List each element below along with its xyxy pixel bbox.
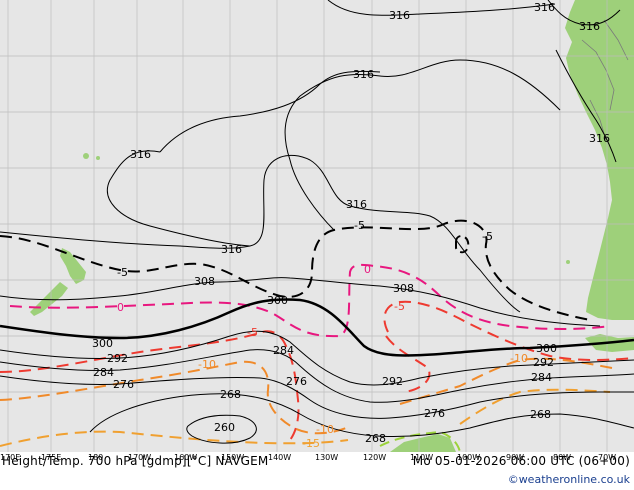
lon-tick-label: 180 (88, 453, 103, 462)
height-labels: 316 316 316 316 316 316 316 316 308 308 … (92, 1, 610, 445)
height-label: 260 (214, 421, 235, 434)
height-label: 316 (353, 68, 374, 81)
credit-link[interactable]: ©weatheronline.co.uk (507, 473, 630, 486)
sea-background (0, 0, 634, 452)
temperature-contours (0, 219, 634, 453)
height-label: 316 (389, 9, 410, 22)
temp-contour-neg5 (0, 219, 591, 321)
lon-tick-label: 170E (0, 453, 20, 462)
height-contour-260 (186, 414, 257, 444)
height-label: 284 (531, 371, 552, 384)
temp-contour-pos20 (379, 430, 461, 453)
temp-label: 0 (117, 301, 124, 314)
height-contour-316-middle (0, 59, 561, 313)
height-label: 276 (113, 378, 134, 391)
height-label: 292 (533, 356, 554, 369)
lon-tick-label: 80W (553, 453, 571, 462)
height-label: 268 (530, 408, 551, 421)
lon-tick-label: 100W (457, 453, 480, 462)
height-label: 308 (393, 282, 414, 295)
height-label: 268 (365, 432, 386, 445)
height-contour-276 (0, 375, 634, 419)
lon-tick-label: 170W (128, 453, 151, 462)
height-label: 268 (220, 388, 241, 401)
temperature-labels: -5 -5 -5 0 0 -5 -5 -10 -10 -10 -15 (117, 219, 528, 450)
height-label: 300 (536, 342, 557, 355)
height-label: 276 (424, 407, 445, 420)
temp-label: -5 (354, 219, 365, 232)
valid-time: Mo 05-01-2026 06:00 UTC (06+00) (412, 454, 630, 468)
height-contour-300 (0, 298, 634, 357)
temp-label: -10 (198, 358, 216, 371)
temp-label: -5 (247, 326, 258, 339)
lon-tick-label: 140W (268, 453, 291, 462)
land-island-3 (566, 260, 570, 264)
height-label: 316 (346, 198, 367, 211)
lon-tick-label: 120W (363, 453, 386, 462)
temp-label: -5 (482, 230, 493, 243)
height-label: 292 (382, 375, 403, 388)
height-label: 284 (93, 366, 114, 379)
temp-contour-pos5 (0, 300, 634, 441)
land-island-1 (83, 153, 89, 159)
land-island-4 (613, 209, 619, 215)
temp-label: -5 (394, 300, 405, 313)
temp-label: -10 (316, 423, 334, 436)
height-label: 284 (273, 344, 294, 357)
height-label: 316 (589, 132, 610, 145)
temp-label: -10 (510, 352, 528, 365)
land-island-2 (96, 156, 100, 160)
land-antarctic-edge (390, 434, 456, 452)
height-label: 316 (579, 20, 600, 33)
height-label: 316 (534, 1, 555, 14)
lon-tick-label: 70W (598, 453, 616, 462)
lon-tick-label: 150W (221, 453, 244, 462)
height-contour-292 (0, 330, 634, 386)
height-contour-268 (89, 393, 634, 438)
temp-label: -5 (117, 266, 128, 279)
land-new-zealand-north (60, 248, 86, 284)
temp-contour-pos10 (0, 357, 613, 435)
height-contour-284 (0, 349, 634, 403)
lat-lon-grid (0, 0, 634, 452)
height-label: 300 (92, 337, 113, 350)
temp-label: -15 (302, 437, 320, 450)
height-label: 316 (130, 148, 151, 161)
lon-tick-label: 175E (41, 453, 61, 462)
lon-tick-label: 90W (506, 453, 524, 462)
lon-tick-label: 130W (315, 453, 338, 462)
height-contour-316-loop (107, 70, 381, 247)
height-label: 316 (221, 243, 242, 256)
longitude-tick-labels: 170E 175E 180 170W 160W 150W 140W 130W 1… (0, 453, 616, 462)
land-south-america (565, 0, 634, 320)
map-title: Height/Temp. 700 hPa [gdmp][°C] NAVGEM (2, 454, 269, 468)
height-contour-316-north (327, 0, 556, 16)
height-label: 308 (194, 275, 215, 288)
lon-tick-label: 160W (174, 453, 197, 462)
lon-tick-label: 110W (410, 453, 433, 462)
height-label: 300 (267, 294, 288, 307)
height-label: 276 (286, 375, 307, 388)
temp-label: 0 (364, 263, 371, 276)
height-label: 292 (107, 352, 128, 365)
height-contour-308 (0, 277, 601, 327)
land-masses (30, 0, 634, 452)
height-contour-316-east (547, 0, 621, 163)
temp-contour-0 (9, 263, 611, 338)
temp-contour-neg5-loop (455, 235, 470, 254)
height-contours (0, 0, 634, 444)
temp-contour-pos15 (0, 388, 611, 447)
